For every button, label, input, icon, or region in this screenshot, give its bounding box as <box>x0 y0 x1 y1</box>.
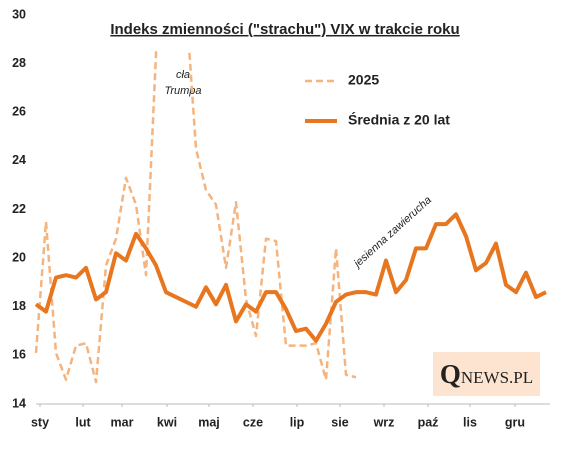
y-tick-label: 22 <box>12 202 26 216</box>
legend-label: 2025 <box>348 72 379 88</box>
y-tick-label: 30 <box>12 7 26 21</box>
x-tick-label: mar <box>111 415 134 429</box>
y-tick-label: 14 <box>12 396 26 410</box>
annotation: jesienna zawierucha <box>350 194 434 271</box>
x-tick-label: sty <box>31 415 49 429</box>
x-tick-label: gru <box>505 415 525 429</box>
x-tick-label: maj <box>198 415 220 429</box>
y-tick-label: 20 <box>12 250 26 264</box>
x-tick-label: cze <box>243 415 263 429</box>
series-line <box>34 50 357 384</box>
x-tick-label: lip <box>290 415 305 429</box>
y-tick-label: 26 <box>12 105 26 119</box>
annotation: cła <box>176 69 190 81</box>
x-tick-label: lis <box>463 415 477 429</box>
chart-title: Indeks zmienności ("strachu") VIX w trak… <box>110 21 459 38</box>
legend-label: Średnia z 20 lat <box>348 111 450 128</box>
x-tick-label: sie <box>331 415 348 429</box>
series-line <box>34 212 547 343</box>
x-tick-label: kwi <box>157 415 177 429</box>
y-tick-label: 28 <box>12 56 26 70</box>
y-tick-label: 18 <box>12 299 26 313</box>
y-tick-label: 24 <box>12 153 26 167</box>
x-tick-label: paź <box>418 415 439 429</box>
plot <box>34 50 547 384</box>
y-tick-label: 16 <box>12 348 26 362</box>
annotation: Trumpa <box>164 85 201 97</box>
x-tick-label: lut <box>75 415 91 429</box>
x-tick-label: wrz <box>373 415 395 429</box>
logo: QNEWS.PL <box>433 352 540 396</box>
